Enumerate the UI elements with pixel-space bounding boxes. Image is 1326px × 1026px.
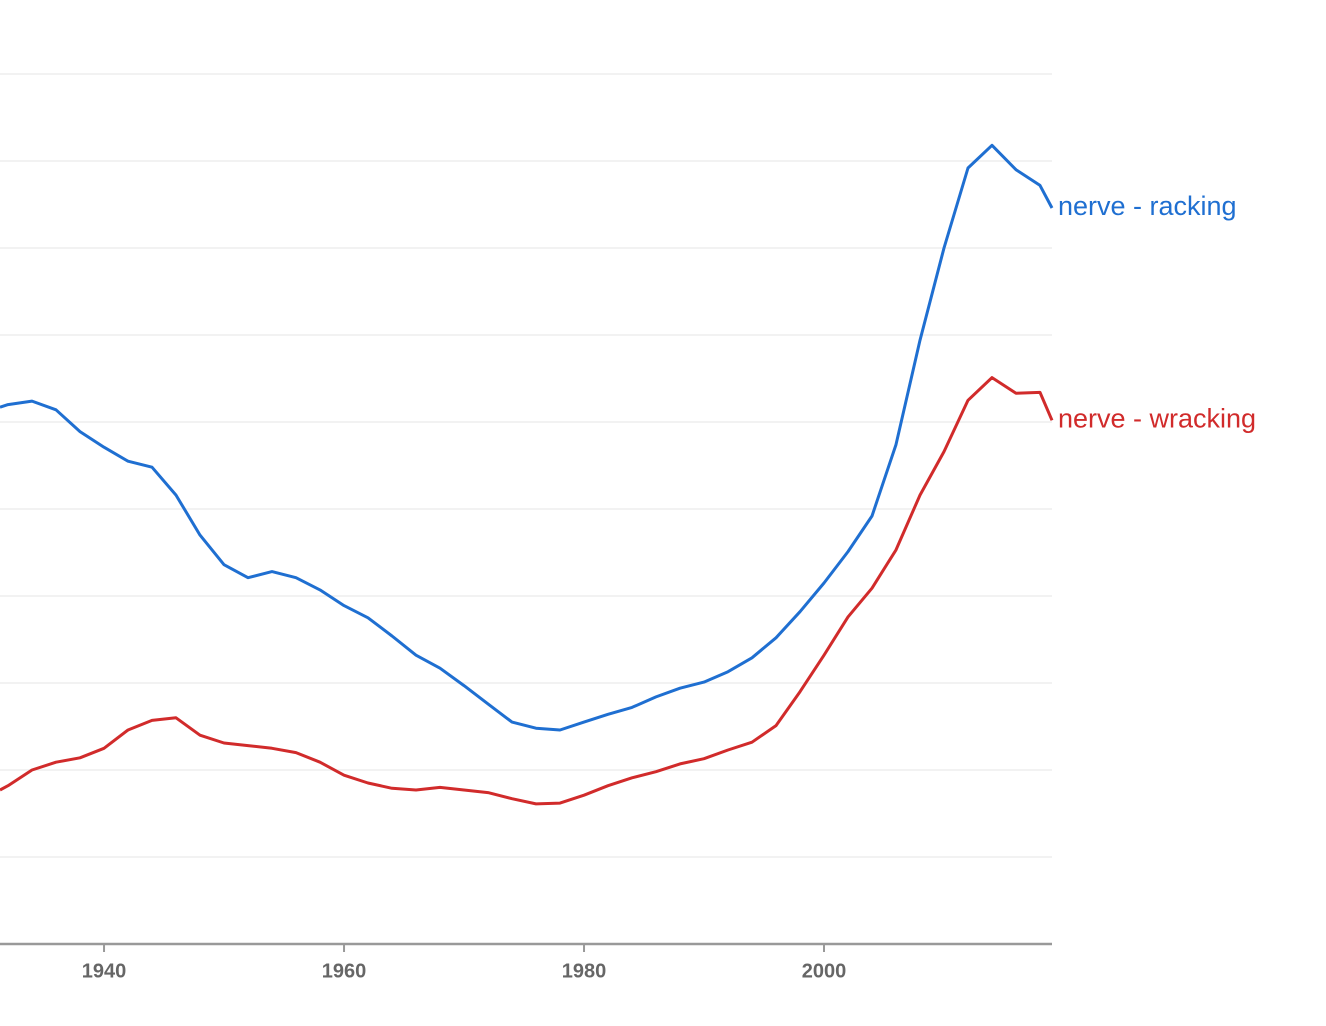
line — [0, 376, 1054, 806]
x-tick-label: 2000 — [802, 960, 847, 982]
line — [0, 143, 1054, 732]
series-label: nerve - wracking — [1058, 403, 1256, 433]
x-tick-label: 1940 — [82, 960, 127, 982]
series-label: nerve - racking — [1058, 191, 1237, 221]
x-tick-label: 1980 — [562, 960, 607, 982]
x-tick-label: 1960 — [322, 960, 367, 982]
